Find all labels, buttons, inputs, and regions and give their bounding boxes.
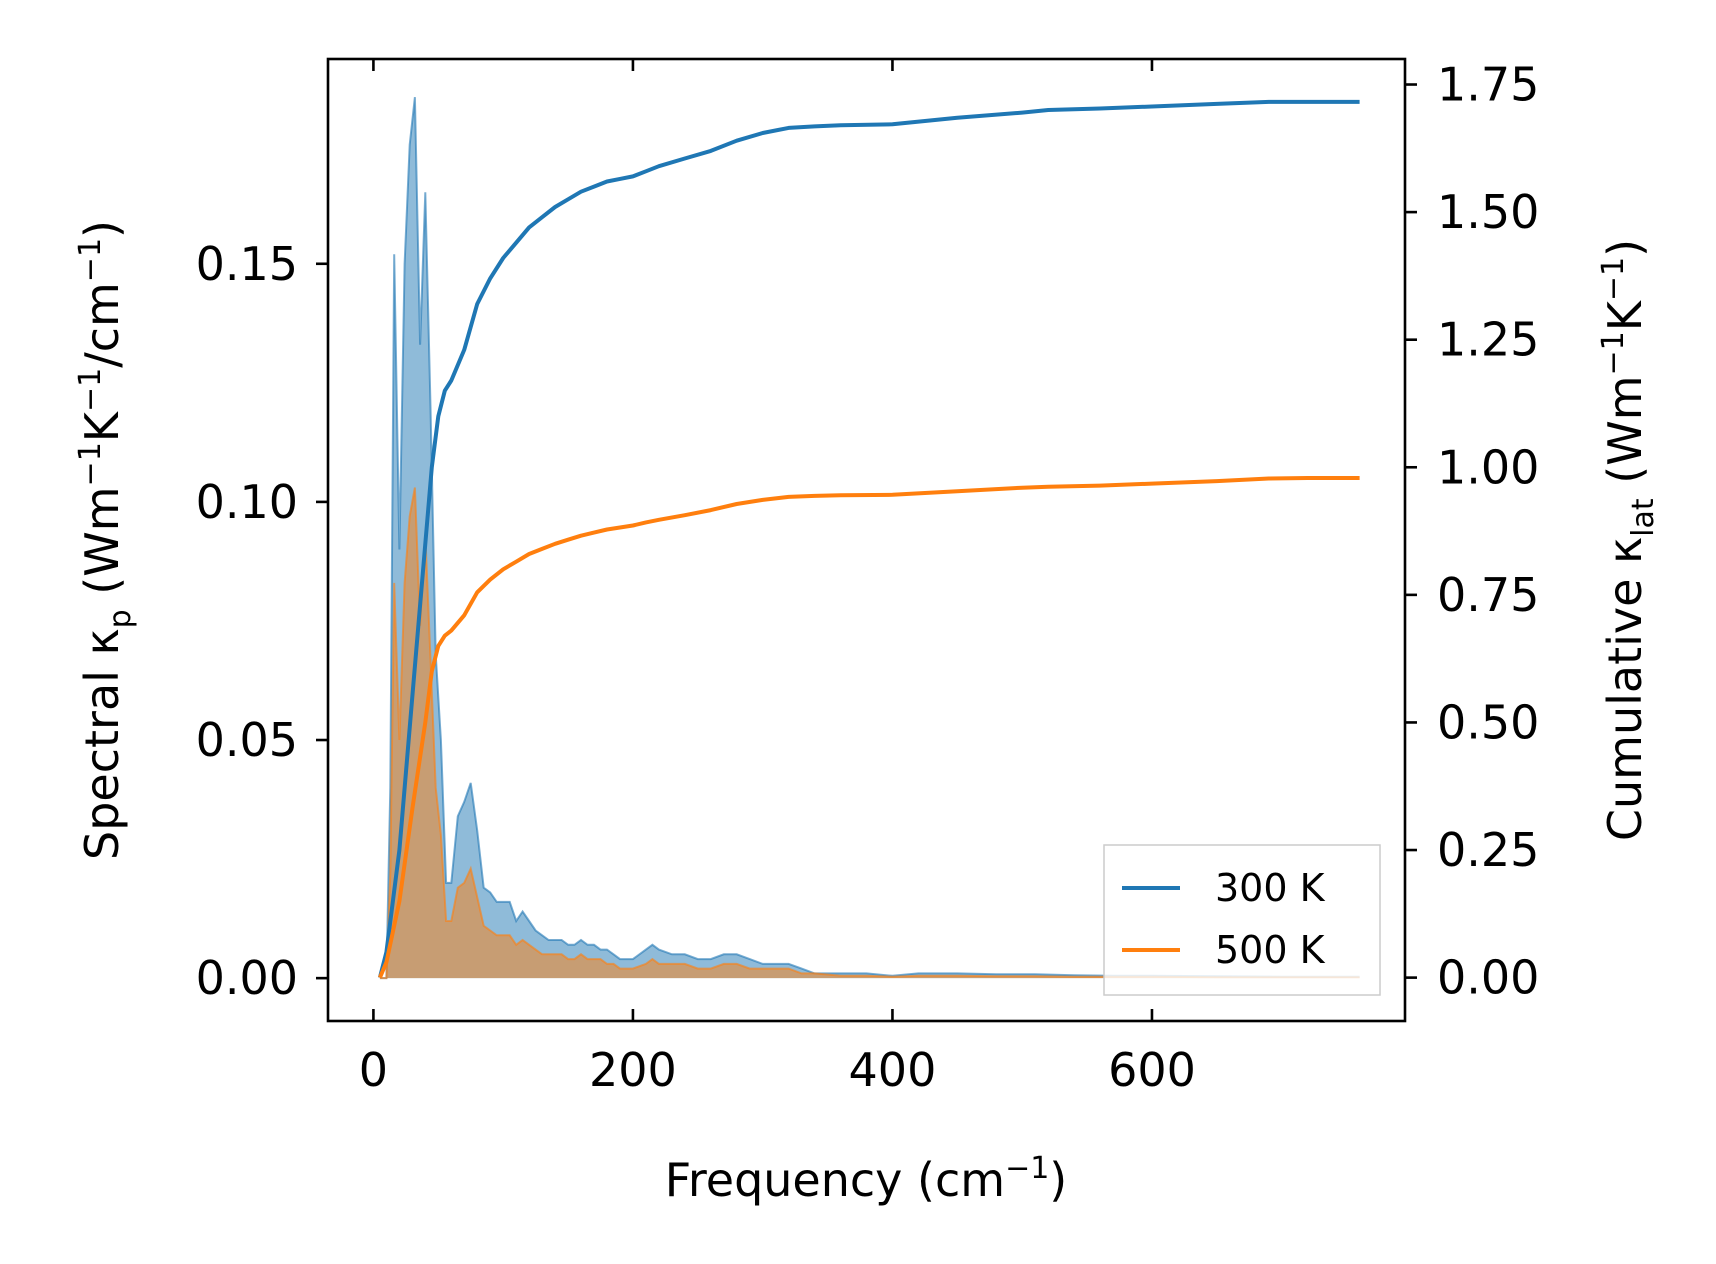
spectral-area-300k [379, 97, 1360, 979]
tick-labels: 0 200 400 600 0.00 0.05 0.10 0.15 0.00 0.25 0.50 0.… [196, 58, 1540, 1097]
legend: 300 K 500 K [1103, 844, 1381, 996]
x-tick-label: 0 [359, 1043, 388, 1097]
legend-label-500k: 500 K [1215, 928, 1326, 972]
cumulative-line-300k [377, 99, 1360, 979]
spectral-line-300k [379, 96, 1360, 980]
y-right-tick-label: 0.25 [1437, 823, 1539, 877]
plot-frame [326, 57, 1407, 1023]
spectral-line-500k [379, 487, 1360, 980]
y-right-tick-label: 1.25 [1437, 313, 1539, 367]
spectral-area-500k [379, 487, 1360, 979]
y-left-tick-label: 0.05 [196, 713, 298, 767]
y-right-tick-label: 1.50 [1437, 185, 1539, 239]
y-axis-right-label: Cumulative κlat (Wm−1K−1) [1596, 239, 1661, 841]
y-right-tick-label: 1.00 [1437, 440, 1539, 494]
y-right-tick-label: 0.50 [1437, 695, 1539, 749]
x-axis-label: Frequency (cm−1) [665, 1151, 1068, 1207]
y-right-tick-label: 1.75 [1437, 58, 1539, 112]
x-tick-label: 200 [589, 1043, 677, 1097]
legend-label-300k: 300 K [1215, 866, 1326, 910]
cumulative-line-500k [378, 476, 1360, 979]
plot-area [377, 96, 1360, 980]
x-tick-label: 400 [849, 1043, 937, 1097]
tick-marks [316, 59, 1417, 1021]
y-right-tick-label: 0.75 [1437, 568, 1539, 622]
y-right-tick-label: 0.00 [1437, 951, 1539, 1005]
y-left-tick-label: 0.10 [196, 475, 298, 529]
y-axis-left-label: Spectral κp (Wm−1K−1/cm−1) [73, 220, 138, 860]
y-left-tick-label: 0.00 [196, 951, 298, 1005]
legend-box [1103, 844, 1381, 996]
y-left-tick-label: 0.15 [196, 237, 298, 291]
x-tick-label: 600 [1108, 1043, 1196, 1097]
